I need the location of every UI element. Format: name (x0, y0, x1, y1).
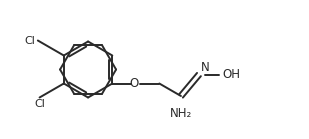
Text: N: N (201, 61, 209, 74)
Text: NH₂: NH₂ (170, 107, 192, 120)
Text: Cl: Cl (34, 99, 45, 109)
Text: Cl: Cl (24, 35, 35, 45)
Text: O: O (130, 77, 139, 90)
Text: OH: OH (222, 68, 240, 81)
